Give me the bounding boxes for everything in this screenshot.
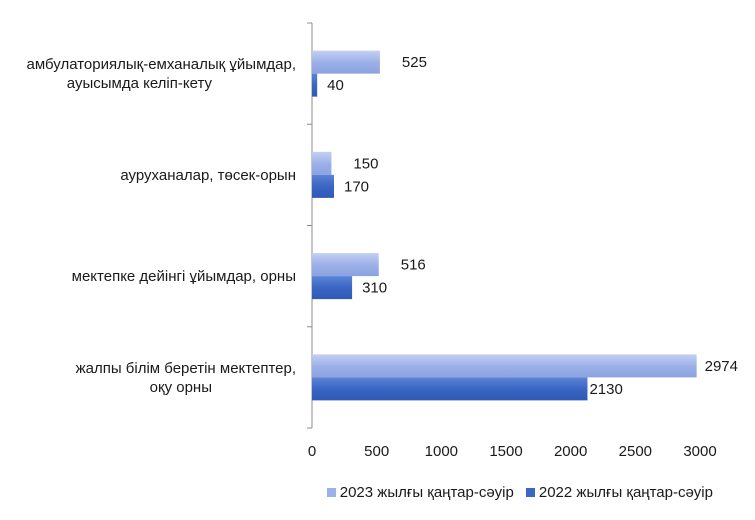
legend-item-2023: 2023 жылғы қаңтар-сәуір	[326, 483, 514, 501]
bar-2023	[312, 253, 379, 277]
category-label: жалпы білім беретін мектептер, оқу орны	[76, 360, 296, 396]
bar-2022	[312, 276, 353, 300]
x-tick-label: 1000	[425, 443, 458, 460]
data-label: 310	[362, 280, 387, 297]
bar-2023	[312, 50, 380, 74]
category-label-line: оқу орны	[150, 379, 212, 396]
category-label-line: амбулаториялық-емханалық ұйымдар,	[27, 56, 296, 73]
legend-label-2022: 2022 жылғы қаңтар-сәуір	[538, 483, 713, 501]
category-label: амбулаториялық-емханалық ұйымдар, ауысымд…	[27, 56, 296, 92]
axes	[307, 22, 313, 429]
bar-2023	[312, 354, 697, 378]
data-label: 150	[353, 155, 378, 172]
labels: 0 500 1000 1500 2000 2500 3000 525 40 амбулатория…	[27, 54, 738, 460]
category-label-line: ауруханалар, төсек-орын	[120, 167, 296, 184]
legend-label-2023: 2023 жылғы қаңтар-сәуір	[339, 483, 514, 501]
category-label: мектепке дейінгі ұйымдар, орны	[72, 268, 296, 285]
legend-swatch-2023	[326, 487, 336, 497]
x-tick-label: 2500	[619, 443, 652, 460]
x-tick-label: 1500	[489, 443, 522, 460]
category-label: ауруханалар, төсек-орын	[120, 167, 296, 184]
bars	[312, 50, 697, 401]
x-tick-label: 2000	[554, 443, 587, 460]
bar-2022	[312, 377, 588, 401]
category-label-line: жалпы білім беретін мектептер,	[76, 360, 296, 377]
x-tick-label: 500	[364, 443, 389, 460]
data-label: 2974	[705, 358, 738, 375]
legend-swatch-2022	[525, 487, 535, 497]
bar-2023	[312, 151, 332, 175]
category-label-line: ауысымда келіп-кету	[67, 75, 213, 92]
legend-item-2022: 2022 жылғы қаңтар-сәуір	[525, 483, 713, 501]
bar-2022	[312, 174, 334, 198]
data-label: 2130	[589, 381, 622, 398]
data-label: 170	[344, 178, 369, 195]
data-label: 40	[327, 77, 344, 94]
x-tick-label: 0	[308, 443, 316, 460]
data-label: 525	[402, 54, 427, 71]
x-tick-label: 3000	[683, 443, 716, 460]
legend: 2023 жылғы қаңтар-сәуір 2022 жылғы қаңта…	[0, 480, 755, 504]
category-label-line: мектепке дейінгі ұйымдар, орны	[72, 268, 296, 285]
bar-2022	[312, 73, 318, 97]
data-label: 516	[401, 257, 426, 274]
